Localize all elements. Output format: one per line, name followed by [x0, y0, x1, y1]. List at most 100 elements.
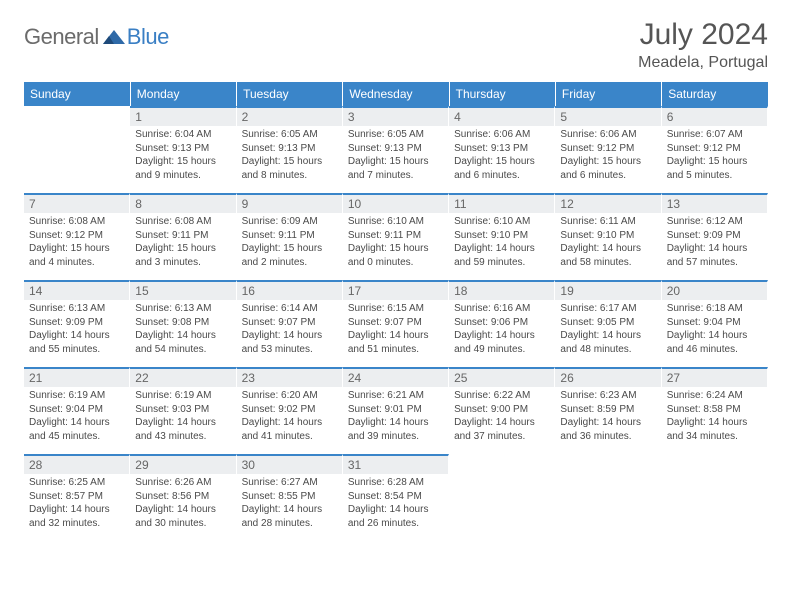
weekday-header-row: SundayMondayTuesdayWednesdayThursdayFrid…	[24, 82, 768, 106]
day-info-line: Sunrise: 6:07 AM	[667, 128, 762, 142]
day-info-line: Sunrise: 6:10 AM	[454, 215, 549, 229]
weekday-header: Tuesday	[237, 82, 343, 106]
day-info-line: Daylight: 15 hours	[29, 242, 124, 256]
day-info-line: Sunset: 8:57 PM	[29, 490, 124, 504]
day-info-line: Daylight: 14 hours	[29, 503, 124, 517]
day-number: 24	[343, 369, 448, 387]
calendar-day-cell: 1Sunrise: 6:04 AMSunset: 9:13 PMDaylight…	[130, 106, 236, 193]
day-info-line: and 6 minutes.	[454, 169, 549, 183]
weekday-header: Monday	[130, 82, 236, 106]
day-number: 13	[662, 195, 767, 213]
calendar-day-cell: 21 Sunrise: 6:19 AMSunset: 9:04 PMDayligh…	[24, 367, 130, 454]
day-info-line: Sunrise: 6:25 AM	[29, 476, 124, 490]
calendar-day-cell: 28Sunrise: 6:25 AMSunset: 8:57 PMDayligh…	[24, 454, 130, 541]
day-info-line: Sunset: 8:59 PM	[560, 403, 655, 417]
day-info-line: Daylight: 14 hours	[667, 329, 762, 343]
calendar-day-cell: 19Sunrise: 6:17 AMSunset: 9:05 PMDayligh…	[555, 280, 661, 367]
day-info-line: Sunset: 9:04 PM	[667, 316, 762, 330]
day-info-line: Sunset: 9:10 PM	[454, 229, 549, 243]
day-info-line: Sunrise: 6:20 AM	[242, 389, 337, 403]
day-info-line: Sunset: 9:04 PM	[29, 403, 124, 417]
day-info-line: Daylight: 14 hours	[454, 329, 549, 343]
day-info-line: and 3 minutes.	[135, 256, 230, 270]
day-info-line: Sunrise: 6:09 AM	[242, 215, 337, 229]
day-info-line: Sunset: 8:58 PM	[667, 403, 762, 417]
day-info-line: Sunset: 8:56 PM	[135, 490, 230, 504]
day-info-line: and 8 minutes.	[242, 169, 337, 183]
calendar-day-cell: 16Sunrise: 6:14 AMSunset: 9:07 PMDayligh…	[237, 280, 343, 367]
calendar-day-cell	[555, 454, 661, 541]
day-info-line: Sunrise: 6:12 AM	[667, 215, 762, 229]
day-info-line: Daylight: 15 hours	[135, 155, 230, 169]
calendar-day-cell: 20Sunrise: 6:18 AMSunset: 9:04 PMDayligh…	[662, 280, 768, 367]
day-info-line: Sunrise: 6:10 AM	[348, 215, 443, 229]
day-info-line: Sunset: 9:13 PM	[242, 142, 337, 156]
day-info-line: and 4 minutes.	[29, 256, 124, 270]
day-info-line: and 58 minutes.	[560, 256, 655, 270]
day-info-line: and 54 minutes.	[135, 343, 230, 357]
day-info-line: Daylight: 15 hours	[242, 155, 337, 169]
page-header: General Blue July 2024 Meadela, Portugal	[24, 18, 768, 72]
day-info-line: and 34 minutes.	[667, 430, 762, 444]
calendar-page: General Blue July 2024 Meadela, Portugal…	[0, 0, 792, 612]
day-info-line: Sunrise: 6:21 AM	[348, 389, 443, 403]
day-info-line: Daylight: 14 hours	[135, 503, 230, 517]
day-info-line: Sunrise: 6:17 AM	[560, 302, 655, 316]
day-info-line: and 2 minutes.	[242, 256, 337, 270]
calendar-day-cell: 2Sunrise: 6:05 AMSunset: 9:13 PMDaylight…	[237, 106, 343, 193]
calendar-day-cell: 12Sunrise: 6:11 AMSunset: 9:10 PMDayligh…	[555, 193, 661, 280]
calendar-day-cell: 4Sunrise: 6:06 AMSunset: 9:13 PMDaylight…	[449, 106, 555, 193]
day-info-line: Daylight: 15 hours	[135, 242, 230, 256]
day-info-line: and 55 minutes.	[29, 343, 124, 357]
day-info-line: Daylight: 14 hours	[242, 416, 337, 430]
logo-text-general: General	[24, 24, 99, 50]
calendar-day-cell: 22Sunrise: 6:19 AMSunset: 9:03 PMDayligh…	[130, 367, 236, 454]
day-info-line: and 6 minutes.	[560, 169, 655, 183]
day-info-line: and 0 minutes.	[348, 256, 443, 270]
day-info-line: Sunrise: 6:19 AM	[29, 389, 124, 403]
calendar-day-cell: 7Sunrise: 6:08 AMSunset: 9:12 PMDaylight…	[24, 193, 130, 280]
day-number: 3	[343, 108, 448, 126]
day-info-line: Daylight: 14 hours	[29, 416, 124, 430]
day-info-line: Sunrise: 6:19 AM	[135, 389, 230, 403]
weekday-header: Saturday	[662, 82, 768, 106]
day-info-line: Sunset: 9:13 PM	[454, 142, 549, 156]
logo-text-blue: Blue	[127, 24, 169, 50]
day-number: 15	[130, 282, 235, 300]
day-info-line: and 48 minutes.	[560, 343, 655, 357]
day-number: 30	[237, 456, 342, 474]
day-info-line: Sunrise: 6:26 AM	[135, 476, 230, 490]
calendar-day-cell: 27Sunrise: 6:24 AMSunset: 8:58 PMDayligh…	[662, 367, 768, 454]
day-info-line: Sunset: 8:55 PM	[242, 490, 337, 504]
day-info-line: Daylight: 14 hours	[348, 416, 443, 430]
day-info-line: and 37 minutes.	[454, 430, 549, 444]
day-info-line: Sunrise: 6:05 AM	[242, 128, 337, 142]
weekday-header: Sunday	[24, 82, 130, 106]
day-info-line: and 28 minutes.	[242, 517, 337, 531]
day-info-line: Sunset: 9:12 PM	[667, 142, 762, 156]
day-info-line: Sunrise: 6:06 AM	[454, 128, 549, 142]
day-info-line: Daylight: 14 hours	[454, 242, 549, 256]
day-info-line: Daylight: 15 hours	[667, 155, 762, 169]
calendar-day-cell: 11Sunrise: 6:10 AMSunset: 9:10 PMDayligh…	[449, 193, 555, 280]
calendar-day-cell: 10Sunrise: 6:10 AMSunset: 9:11 PMDayligh…	[343, 193, 449, 280]
day-info-line: Sunset: 9:12 PM	[560, 142, 655, 156]
calendar-week-row: 1Sunrise: 6:04 AMSunset: 9:13 PMDaylight…	[24, 106, 768, 193]
day-info-line: Sunrise: 6:06 AM	[560, 128, 655, 142]
calendar-day-cell	[24, 106, 130, 193]
day-info-line: Daylight: 14 hours	[135, 416, 230, 430]
calendar-day-cell: 14Sunrise: 6:13 AMSunset: 9:09 PMDayligh…	[24, 280, 130, 367]
day-info-line: and 39 minutes.	[348, 430, 443, 444]
day-info-line: Daylight: 14 hours	[348, 503, 443, 517]
day-number: 26	[555, 369, 660, 387]
day-info-line: Sunrise: 6:16 AM	[454, 302, 549, 316]
day-number: 8	[130, 195, 235, 213]
day-number: 21	[24, 369, 129, 387]
day-info-line: and 49 minutes.	[454, 343, 549, 357]
title-block: July 2024 Meadela, Portugal	[638, 18, 768, 72]
day-info-line: Sunset: 9:06 PM	[454, 316, 549, 330]
day-number: 27	[662, 369, 767, 387]
calendar-week-row: 28Sunrise: 6:25 AMSunset: 8:57 PMDayligh…	[24, 454, 768, 541]
day-info-line: Daylight: 14 hours	[242, 503, 337, 517]
day-info-line: and 9 minutes.	[135, 169, 230, 183]
